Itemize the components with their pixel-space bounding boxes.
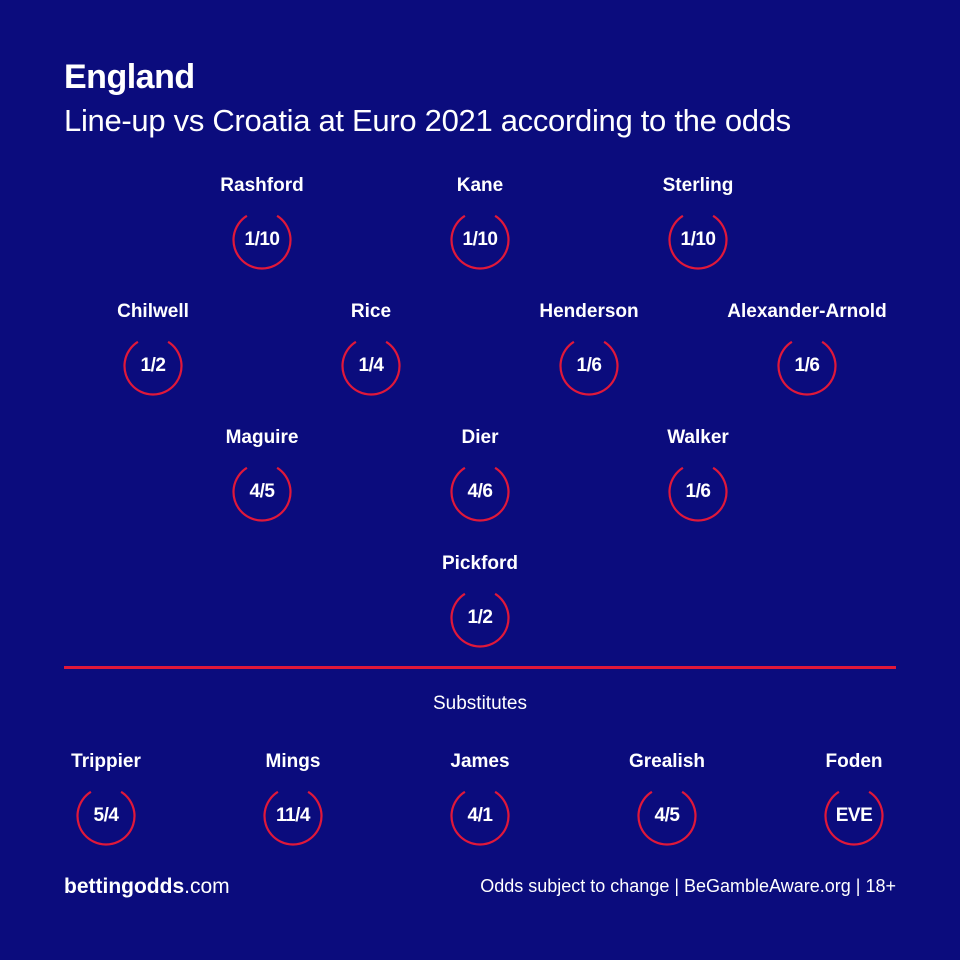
sub-card-grealish: Grealish 4/5 [567,750,767,846]
odds-ring: 11/4 [263,786,323,846]
odds-ring-arc [450,592,510,648]
odds-ring-arc [637,790,697,846]
player-odds: 11/4 [276,805,310,826]
player-card-chilwell: Chilwell 1/2 [53,300,253,396]
player-name: Grealish [628,751,706,772]
player-name: Mings [265,751,321,772]
brand-logo[interactable]: bettingodds.com [64,875,230,899]
odds-ring-arc [263,790,323,846]
player-card-rashford: Rashford 1/10 [162,174,362,270]
odds-ring: EVE [824,786,884,846]
player-card-alexander-arnold: Alexander-Arnold 1/6 [707,300,907,396]
player-odds: 1/4 [358,355,384,376]
player-odds: 4/5 [249,481,275,502]
odds-ring: 1/6 [559,336,619,396]
player-name: Kane [456,175,504,196]
player-odds: 4/6 [467,481,493,502]
odds-ring: 1/6 [668,462,728,522]
odds-ring: 1/2 [123,336,183,396]
player-odds: 1/2 [467,607,493,628]
sub-card-foden: Foden EVE [754,750,954,846]
player-card-kane: Kane 1/10 [380,174,580,270]
player-odds: 1/10 [244,229,280,250]
odds-ring: 1/2 [450,588,510,648]
odds-ring-arc [668,214,728,270]
player-name: Chilwell [117,301,189,322]
odds-ring-arc [450,466,510,522]
player-odds: 1/6 [685,481,711,502]
odds-ring: 5/4 [76,786,136,846]
brand-suffix: .com [184,875,230,898]
odds-ring: 4/5 [637,786,697,846]
page-title: England [64,58,195,96]
odds-ring: 1/6 [777,336,837,396]
player-name: Henderson [539,301,639,322]
player-odds: 1/6 [576,355,602,376]
odds-ring-arc [450,214,510,270]
odds-ring-arc [559,340,619,396]
player-name: Alexander-Arnold [727,301,887,322]
player-card-pickford: Pickford 1/2 [380,552,580,648]
odds-ring: 4/5 [232,462,292,522]
player-card-rice: Rice 1/4 [271,300,471,396]
odds-ring-arc [76,790,136,846]
sub-card-trippier: Trippier 5/4 [6,750,206,846]
odds-ring-arc [450,790,510,846]
odds-ring-arc [341,340,401,396]
page-subtitle: Line-up vs Croatia at Euro 2021 accordin… [64,103,791,138]
player-name: Dier [461,427,499,448]
player-name: Rice [350,301,392,322]
footer-disclaimer: Odds subject to change | BeGambleAware.o… [480,876,896,896]
substitutes-heading: Substitutes [433,693,527,714]
player-odds: 1/2 [140,355,166,376]
odds-ring-arc [232,214,292,270]
odds-ring-arc [232,466,292,522]
brand-name: bettingodds [64,875,185,898]
odds-ring-arc [668,466,728,522]
player-odds: 4/1 [467,805,493,826]
sub-card-mings: Mings 11/4 [193,750,393,846]
player-card-sterling: Sterling 1/10 [598,174,798,270]
player-name: Sterling [662,175,734,196]
player-odds: EVE [835,805,873,826]
player-name: Walker [667,427,729,448]
player-name: Trippier [71,751,141,772]
player-name: James [450,751,510,772]
player-odds: 1/6 [794,355,820,376]
player-card-dier: Dier 4/6 [380,426,580,522]
player-name: Pickford [441,553,519,574]
player-name: Rashford [220,175,304,196]
odds-ring: 4/6 [450,462,510,522]
player-name: Maguire [225,427,299,448]
player-odds: 1/10 [680,229,716,250]
sub-card-james: James 4/1 [380,750,580,846]
player-card-maguire: Maguire 4/5 [162,426,362,522]
odds-ring-arc [824,790,884,846]
section-divider [64,666,896,669]
player-odds: 5/4 [93,805,119,826]
player-odds: 1/10 [462,229,498,250]
odds-ring: 1/10 [668,210,728,270]
player-card-walker: Walker 1/6 [598,426,798,522]
player-odds: 4/5 [654,805,680,826]
player-card-henderson: Henderson 1/6 [489,300,689,396]
odds-ring-arc [777,340,837,396]
odds-ring: 1/10 [232,210,292,270]
odds-ring: 1/10 [450,210,510,270]
odds-ring-arc [123,340,183,396]
odds-ring: 1/4 [341,336,401,396]
player-name: Foden [825,751,883,772]
odds-ring: 4/1 [450,786,510,846]
